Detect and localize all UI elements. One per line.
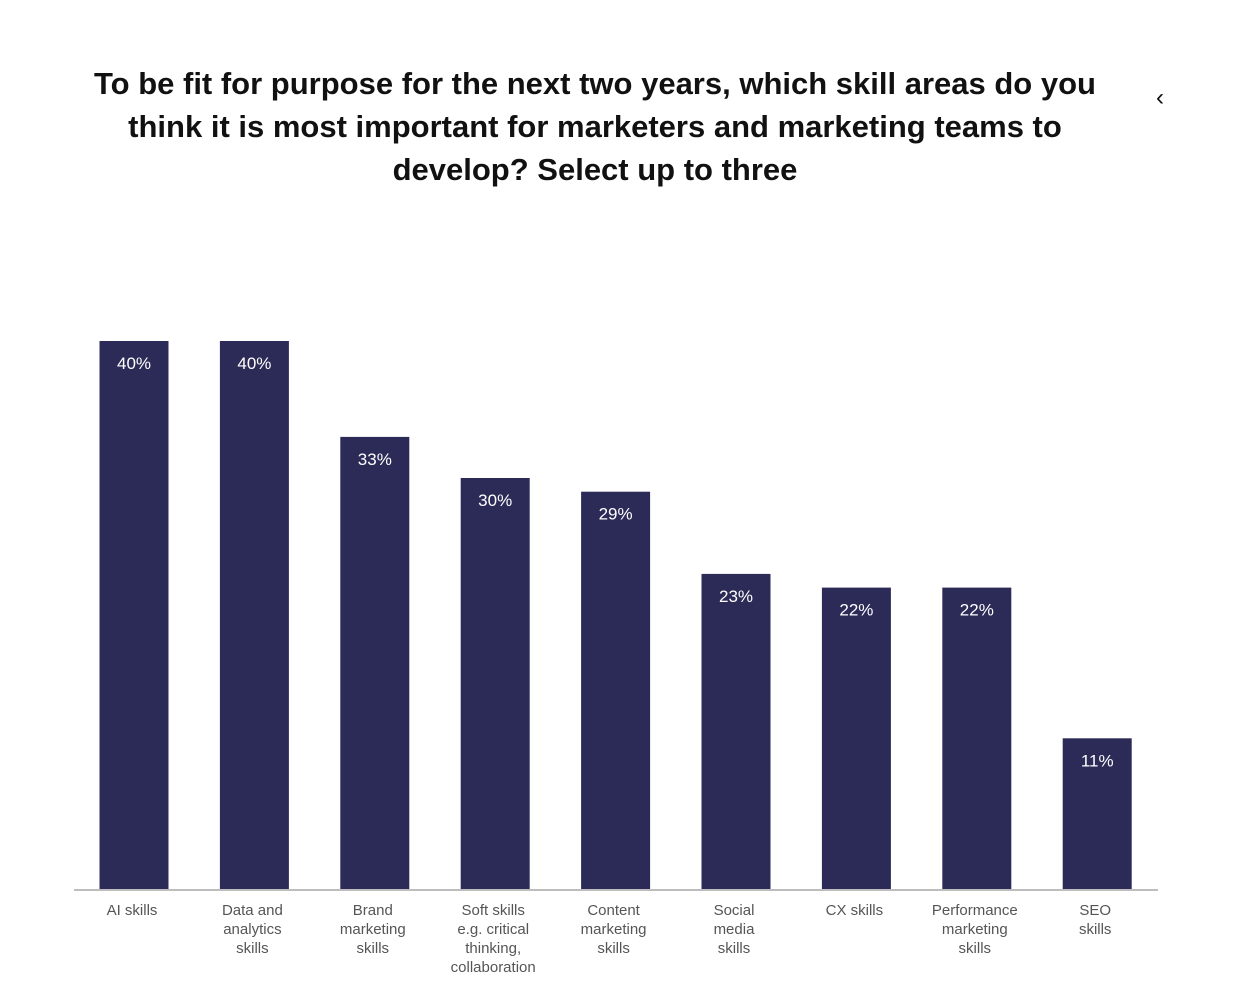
bar-5 [701,573,771,889]
data-label-5: 23% [719,587,753,606]
bar-6 [821,587,891,889]
bar-2 [340,436,410,889]
category-label-5: Social media skills [714,902,756,957]
category-label-3: Soft skills e.g. critical thinking, collabo… [451,902,536,976]
category-label-4: Content marketing skills [581,902,647,957]
data-label-3: 30% [478,491,512,510]
category-label-6: CX skills [826,902,884,919]
category-label-8: SEO skills [1079,902,1112,938]
data-label-6: 22% [839,601,873,620]
bar-3 [460,478,530,889]
chart-title: To be fit for purpose for the next two y… [94,66,1096,187]
data-label-8: 11% [1081,751,1114,770]
data-label-1: 40% [237,354,271,373]
data-label-0: 40% [117,354,151,373]
bar-0 [99,341,169,889]
category-label-1: Data and analytics skills [222,902,283,957]
data-label-2: 33% [358,450,392,469]
category-label-0: AI skills [107,902,158,919]
data-label-7: 22% [960,601,994,620]
data-label-4: 29% [599,505,633,524]
bar-1 [219,341,289,889]
category-label-2: Brand marketing skills [340,902,406,957]
bar-4 [581,491,651,889]
bar-8 [1062,738,1132,889]
category-label-7: Performance marketing skills [932,902,1018,957]
bar-7 [942,587,1012,889]
chevron-left-icon[interactable]: ‹ [1156,84,1164,111]
